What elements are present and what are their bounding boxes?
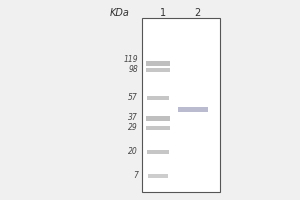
Bar (147, 150, 169, 154)
Text: 2: 2 (194, 8, 200, 18)
Bar (148, 174, 168, 178)
Text: 1: 1 (160, 8, 166, 18)
Bar (146, 68, 170, 72)
Text: 98: 98 (128, 66, 138, 74)
Bar (146, 126, 170, 130)
Text: 57: 57 (128, 94, 138, 102)
Bar (147, 96, 169, 100)
Text: KDa: KDa (110, 8, 130, 18)
Bar (142, 18, 220, 192)
Text: 119: 119 (123, 55, 138, 64)
Bar (146, 116, 170, 120)
Bar (178, 106, 208, 112)
Text: 20: 20 (128, 148, 138, 156)
Text: 7: 7 (133, 171, 138, 180)
Text: 29: 29 (128, 123, 138, 132)
Bar (146, 60, 170, 66)
Text: 37: 37 (128, 114, 138, 122)
